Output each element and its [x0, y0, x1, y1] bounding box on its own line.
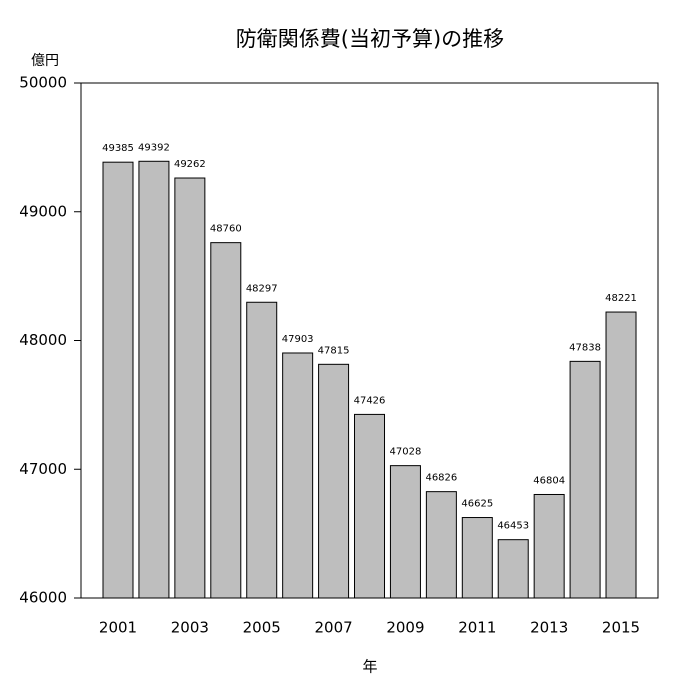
- y-tick-label: 48000: [19, 331, 67, 349]
- x-tick-label: 2007: [314, 619, 352, 637]
- bar: [318, 363, 350, 599]
- bar: [533, 493, 565, 599]
- value-label: 47838: [569, 342, 601, 353]
- x-tick-label: 2011: [458, 619, 496, 637]
- bar: [282, 352, 314, 599]
- value-label: 47028: [390, 447, 422, 458]
- bar: [210, 242, 242, 599]
- value-label: 49385: [102, 143, 134, 154]
- bar: [246, 301, 278, 599]
- x-tick-label: 2003: [171, 619, 209, 637]
- value-label: 48221: [605, 293, 637, 304]
- bar: [569, 360, 601, 599]
- value-label: 46804: [533, 475, 565, 486]
- x-tick-label: 2015: [602, 619, 640, 637]
- value-label: 47903: [282, 334, 314, 345]
- value-label: 48760: [210, 224, 242, 235]
- bar: [497, 539, 529, 599]
- value-label: 49392: [138, 142, 170, 153]
- value-label: 48297: [246, 283, 278, 294]
- x-tick-label: 2009: [386, 619, 424, 637]
- y-tick-label: 47000: [19, 460, 67, 478]
- value-label: 47815: [318, 345, 350, 356]
- x-axis-title: 年: [362, 658, 377, 676]
- bar: [354, 413, 386, 599]
- y-tick-label: 49000: [19, 202, 67, 220]
- y-axis-title: 億円: [31, 53, 59, 69]
- bar: [174, 177, 206, 599]
- x-tick-label: 2001: [99, 619, 137, 637]
- bar: [389, 465, 421, 599]
- value-label: 46625: [461, 499, 493, 510]
- x-tick-label: 2013: [530, 619, 568, 637]
- bar: [461, 517, 493, 599]
- y-tick-label: 50000: [19, 74, 67, 92]
- bar: [605, 311, 637, 599]
- chart-title: 防衛関係費(当初予算)の推移: [236, 27, 504, 51]
- y-tick-label: 46000: [19, 589, 67, 607]
- value-label: 46453: [497, 521, 529, 532]
- value-label: 46826: [425, 473, 457, 484]
- x-tick-label: 2005: [243, 619, 281, 637]
- value-label: 49262: [174, 159, 206, 170]
- bar: [425, 491, 457, 599]
- bar: [138, 160, 170, 599]
- value-label: 47426: [354, 395, 386, 406]
- bar: [102, 161, 134, 599]
